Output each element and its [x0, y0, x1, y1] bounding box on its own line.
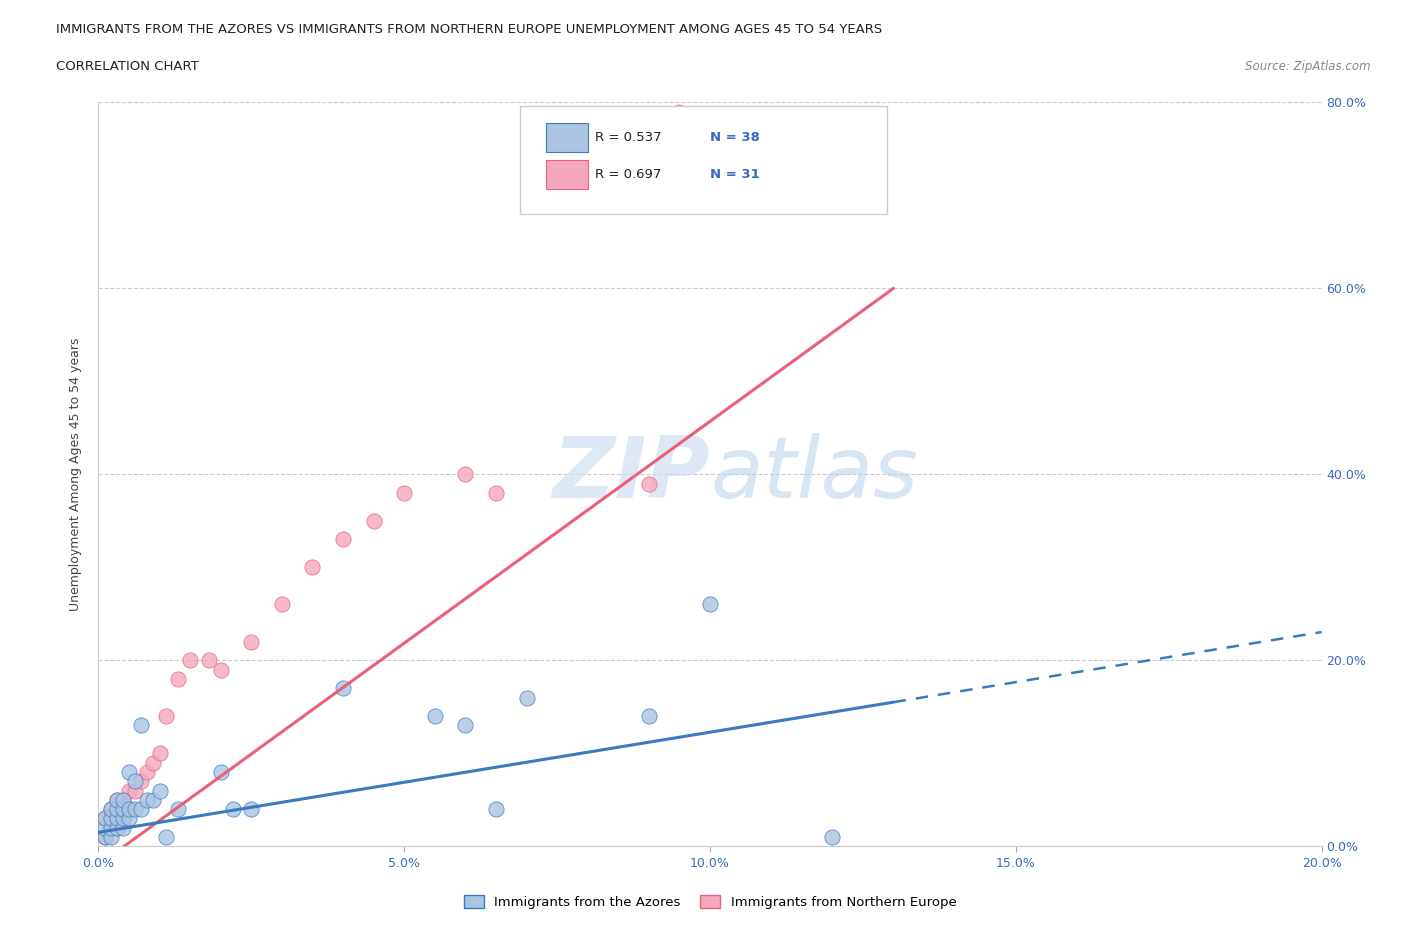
Point	[637, 476, 661, 491]
Point	[129, 802, 152, 817]
Point	[105, 820, 128, 835]
Point	[149, 746, 172, 761]
Legend: Immigrants from the Azores, Immigrants from Northern Europe: Immigrants from the Azores, Immigrants f…	[458, 889, 962, 914]
Text: N = 38: N = 38	[710, 131, 759, 144]
Point	[100, 830, 122, 844]
Point	[423, 709, 446, 724]
Text: R = 0.697: R = 0.697	[595, 168, 661, 181]
Point	[167, 671, 190, 686]
Point	[93, 830, 115, 844]
Point	[105, 802, 128, 817]
Point	[100, 820, 122, 835]
Y-axis label: Unemployment Among Ages 45 to 54 years: Unemployment Among Ages 45 to 54 years	[69, 338, 83, 611]
Text: N = 31: N = 31	[710, 168, 759, 181]
Point	[100, 820, 122, 835]
Text: R = 0.537: R = 0.537	[595, 131, 662, 144]
Point	[93, 820, 115, 835]
Point	[105, 811, 128, 826]
Point	[105, 811, 128, 826]
Point	[93, 811, 115, 826]
Point	[149, 783, 172, 798]
Point	[301, 560, 323, 575]
Point	[270, 597, 292, 612]
Point	[699, 597, 721, 612]
Point	[105, 792, 128, 807]
Point	[93, 830, 115, 844]
Point	[118, 811, 141, 826]
Point	[485, 802, 508, 817]
Point	[118, 764, 141, 779]
Point	[155, 830, 177, 844]
FancyBboxPatch shape	[520, 106, 887, 214]
Text: IMMIGRANTS FROM THE AZORES VS IMMIGRANTS FROM NORTHERN EUROPE UNEMPLOYMENT AMONG: IMMIGRANTS FROM THE AZORES VS IMMIGRANTS…	[56, 23, 883, 36]
Point	[124, 774, 146, 789]
Point	[332, 681, 354, 696]
Point	[136, 764, 159, 779]
Point	[332, 532, 354, 547]
Point	[179, 653, 201, 668]
Point	[100, 802, 122, 817]
Point	[454, 467, 477, 482]
Point	[516, 690, 538, 705]
Point	[363, 513, 385, 528]
Text: ZIP: ZIP	[553, 432, 710, 516]
Point	[111, 811, 134, 826]
Point	[209, 662, 232, 677]
Point	[111, 811, 134, 826]
Point	[118, 802, 141, 817]
Point	[155, 709, 177, 724]
Point	[392, 485, 416, 500]
Point	[197, 653, 219, 668]
Point	[136, 792, 159, 807]
Point	[105, 820, 128, 835]
Point	[111, 802, 134, 817]
Point	[124, 783, 146, 798]
Point	[222, 802, 245, 817]
Point	[209, 764, 232, 779]
Point	[129, 718, 152, 733]
Point	[111, 792, 134, 807]
Point	[240, 802, 263, 817]
Point	[118, 783, 141, 798]
Point	[100, 802, 122, 817]
Point	[485, 485, 508, 500]
FancyBboxPatch shape	[546, 123, 588, 153]
Point	[124, 802, 146, 817]
Point	[111, 820, 134, 835]
Point	[142, 755, 165, 770]
Point	[668, 104, 690, 119]
FancyBboxPatch shape	[546, 160, 588, 190]
Point	[167, 802, 190, 817]
Point	[93, 811, 115, 826]
Point	[454, 718, 477, 733]
Point	[637, 709, 661, 724]
Point	[105, 792, 128, 807]
Point	[111, 792, 134, 807]
Point	[821, 830, 844, 844]
Point	[100, 811, 122, 826]
Point	[118, 802, 141, 817]
Point	[240, 634, 263, 649]
Point	[142, 792, 165, 807]
Text: atlas: atlas	[710, 432, 918, 516]
Text: Source: ZipAtlas.com: Source: ZipAtlas.com	[1246, 60, 1371, 73]
Text: CORRELATION CHART: CORRELATION CHART	[56, 60, 200, 73]
Point	[129, 774, 152, 789]
